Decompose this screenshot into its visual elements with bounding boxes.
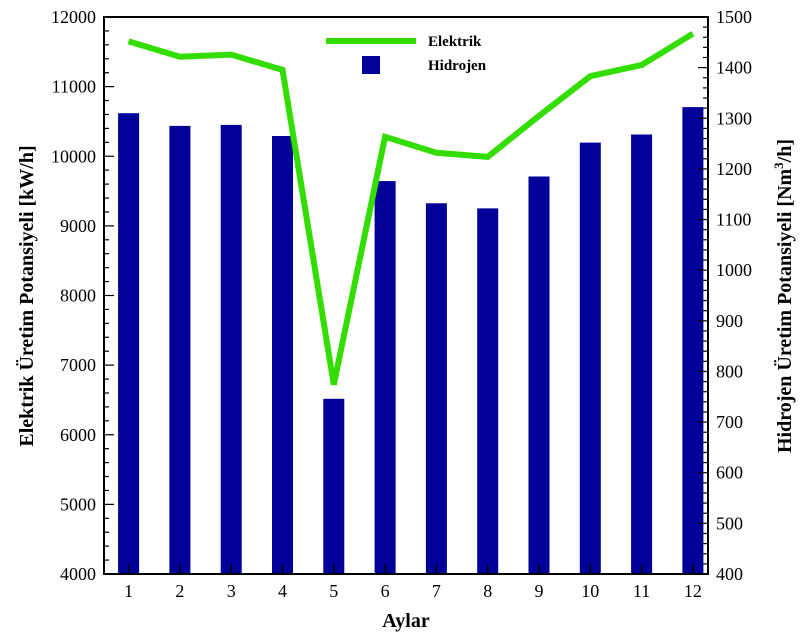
x-tick-label-7: 7 [432,581,441,601]
right-y-axis-title-suffix: /h] [774,139,796,163]
left-tick-label-5000: 5000 [60,494,96,514]
bar-hidrojen-2 [169,125,191,575]
left-tick-label-7000: 7000 [60,355,96,375]
bar-hidrojen-5 [323,398,345,574]
x-tick-label-3: 3 [227,581,236,601]
left-tick-label-8000: 8000 [60,286,96,306]
legend-hidrojen-label: Hidrojen [428,58,487,74]
left-tick-label-10000: 10000 [51,146,96,166]
bar-hidrojen-11 [631,134,653,574]
x-axis-title: Aylar [382,610,430,632]
bar-hidrojen-6 [374,181,396,574]
left-tick-label-6000: 6000 [60,425,96,445]
right-tick-label-500: 500 [716,513,743,533]
right-tick-label-1200: 1200 [716,159,752,179]
right-tick-label-600: 600 [716,463,743,483]
right-tick-label-1000: 1000 [716,260,752,280]
hidrojen-bars [118,107,704,575]
legend-elektrik-label: Elektrik [428,34,482,50]
right-tick-label-1300: 1300 [716,108,752,128]
right-tick-label-700: 700 [716,412,743,432]
x-tick-label-1: 1 [124,581,133,601]
right-y-axis-title-prefix: Hidrojen Üretim Potansiyeli [Nm [773,168,796,453]
left-tick-label-9000: 9000 [60,216,96,236]
x-tick-label-6: 6 [381,581,390,601]
x-tick-label-5: 5 [329,581,338,601]
right-tick-label-1400: 1400 [716,58,752,78]
x-tick-label-4: 4 [278,581,287,601]
bar-hidrojen-4 [272,136,293,574]
legend: Elektrik Hidrojen [326,34,487,74]
bar-hidrojen-12 [682,107,704,574]
tick-labels: 1 2 3 4 5 6 7 8 9 10 11 124000500060007000800090001… [51,7,752,601]
x-tick-label-11: 11 [633,581,650,601]
left-tick-label-12000: 12000 [51,7,96,27]
bar-hidrojen-7 [425,203,447,575]
x-tick-label-12: 12 [684,581,702,601]
elektrik-line-layer [127,31,695,386]
bar-hidrojen-8 [477,208,499,574]
left-y-axis-title: Elektrik Üretim Potansiyeli [kW/h] [15,145,38,446]
right-tick-label-800: 800 [716,361,743,381]
bar-hidrojen-9 [528,176,550,574]
right-y-axis-title-superscript: 3 [771,162,786,169]
right-tick-label-1500: 1500 [716,7,752,27]
right-tick-label-1100: 1100 [716,210,751,230]
x-tick-label-2: 2 [175,581,184,601]
bar-hidrojen-3 [220,124,242,575]
legend-hidrojen-swatch [362,56,380,74]
line-elektrik [127,31,695,386]
bar-hidrojen-10 [579,142,601,574]
right-tick-label-400: 400 [716,564,743,584]
axis-ticks [104,16,708,575]
x-tick-label-8: 8 [483,581,492,601]
right-y-axis-title: Hidrojen Üretim Potansiyeli [Nm3/h] [771,139,796,453]
bar-hidrojen-1 [118,113,140,574]
x-tick-label-10: 10 [581,581,599,601]
right-tick-label-900: 900 [716,311,743,331]
x-tick-label-9: 9 [535,581,544,601]
left-tick-label-11000: 11000 [52,77,96,97]
left-tick-label-4000: 4000 [60,564,96,584]
